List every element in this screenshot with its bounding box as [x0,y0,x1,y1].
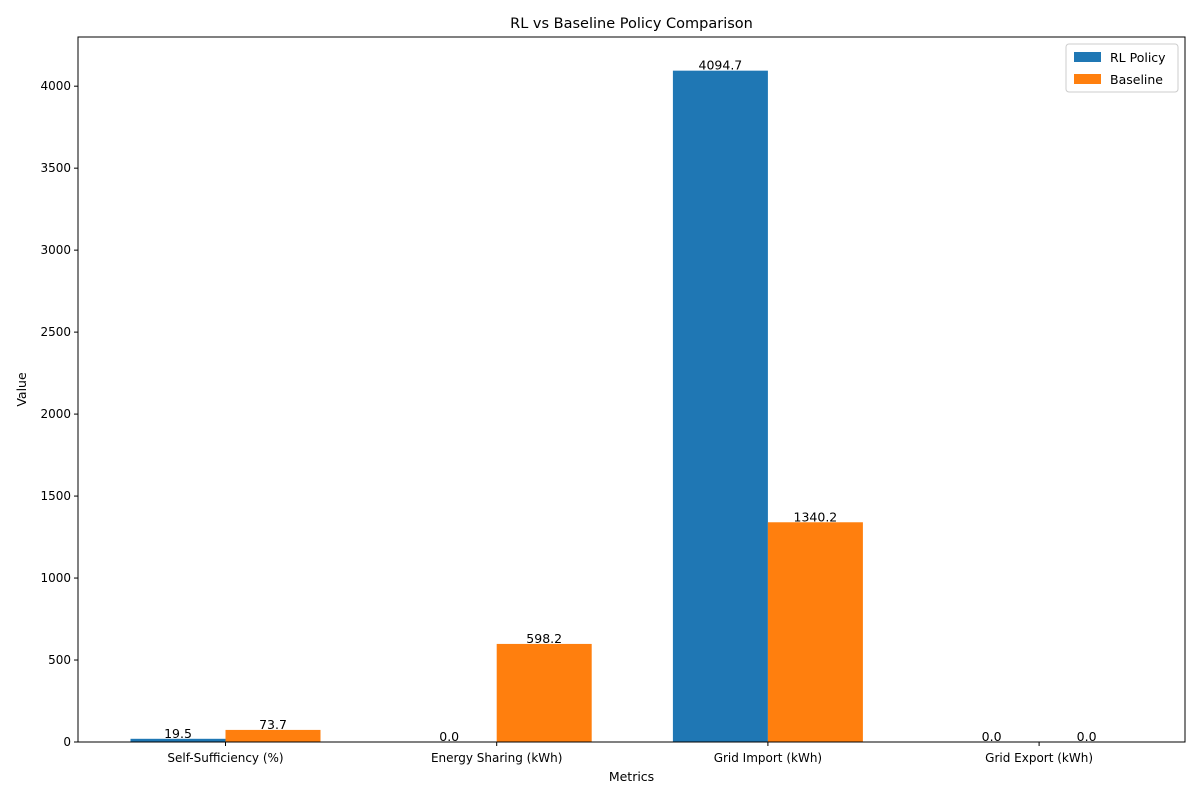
legend: RL Policy Baseline [1065,43,1179,93]
x-tick-label: Grid Import (kWh) [714,751,822,765]
bar-baseline [225,729,321,742]
bar-value-label: 19.5 [164,726,192,741]
y-tick-label: 3500 [40,161,71,175]
x-tick-label: Grid Export (kWh) [985,751,1093,765]
bar-value-label: 0.0 [982,729,1002,744]
x-tick-label: Energy Sharing (kWh) [431,751,563,765]
y-tick-label: 500 [48,653,71,667]
bar-value-label: 598.2 [526,631,562,646]
bar-baseline [496,643,592,742]
y-tick-label: 1000 [40,571,71,585]
bar-value-label: 73.7 [259,717,287,732]
bar-labels-group: 19.5 73.7 0.0 598.2 4094.7 1340.2 0.0 0.0 [164,58,1097,744]
bars-group [130,70,863,742]
bar-value-label: 1340.2 [794,509,838,524]
bar-value-label: 4094.7 [699,58,743,73]
y-axis-label: Value [14,372,29,407]
x-axis-label: Metrics [609,769,654,784]
legend-swatch [1074,52,1101,62]
y-tick-label: 1500 [40,489,71,503]
plot-area-frame [77,36,1186,743]
x-axis: Self-Sufficiency (%) Energy Sharing (kWh)… [167,742,1093,765]
legend-entry-label: Baseline [1110,72,1163,87]
chart-title: RL vs Baseline Policy Comparison [510,16,753,32]
y-axis: 0 500 1000 1500 2000 2500 3000 3500 4000 [40,79,78,749]
legend-entry-label: RL Policy [1110,50,1166,65]
y-tick-label: 0 [63,735,71,749]
bar-rl-policy [130,738,226,742]
y-tick-label: 3000 [40,243,71,257]
y-tick-label: 4000 [40,79,71,93]
bar-value-label: 0.0 [1077,729,1097,744]
bar-value-label: 0.0 [439,729,459,744]
bar-baseline [767,522,863,742]
x-tick-label: Self-Sufficiency (%) [167,751,283,765]
legend-swatch [1074,74,1101,84]
y-tick-label: 2000 [40,407,71,421]
y-tick-label: 2500 [40,325,71,339]
bar-rl-policy [672,70,768,742]
